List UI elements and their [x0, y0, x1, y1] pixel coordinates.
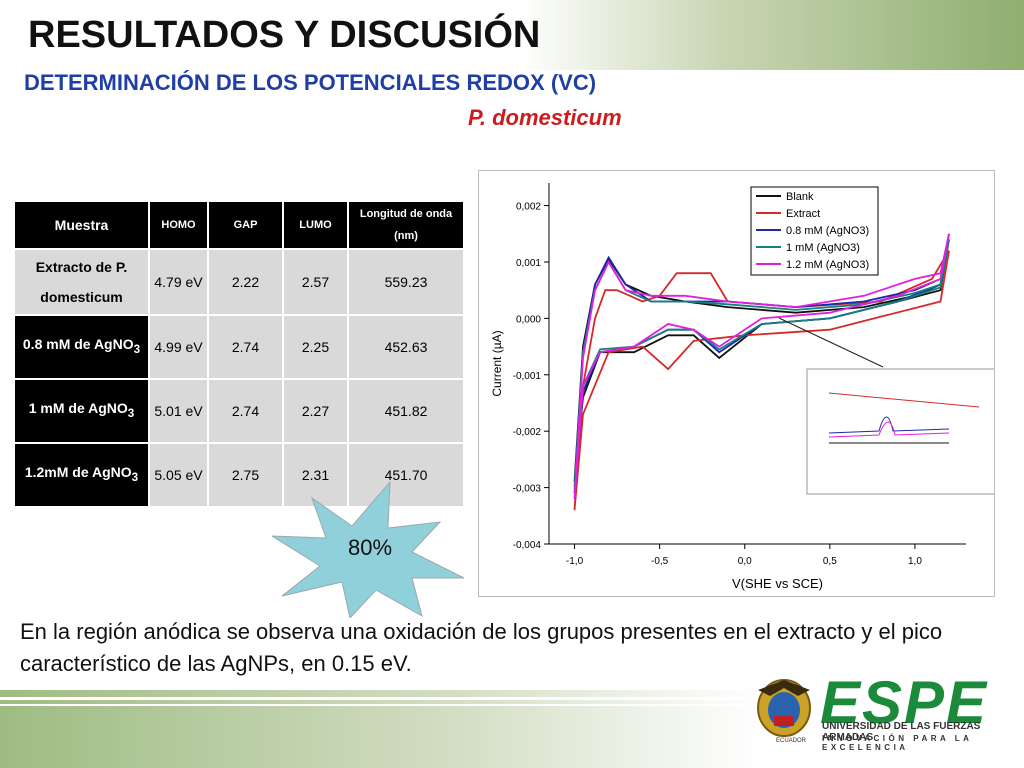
value-cell: 559.23: [347, 248, 465, 316]
value-cell: 451.82: [347, 378, 465, 444]
header-cell: Longitud de onda (nm): [347, 200, 465, 250]
value-cell: 2.22: [207, 248, 284, 316]
x-tick-label: 0,5: [823, 556, 837, 567]
badge: 80%: [272, 480, 465, 618]
inset-curve: [828, 392, 980, 408]
x-axis-label: V(SHE vs SCE): [732, 576, 823, 591]
brand: ESPE: [820, 669, 989, 736]
results-table: Muestra HOMO GAP LUMO Longitud de onda (nm) E…: [13, 200, 465, 508]
legend-label: 1.2 mM (AgNO3): [786, 259, 869, 271]
value-cell: 2.27: [282, 378, 349, 444]
inset-arrow: [778, 317, 884, 368]
legend-label: 0.8 mM (AgNO3): [786, 225, 869, 237]
value-cell: 451.70: [347, 442, 465, 508]
sample-name: Extracto de P. domesticum: [35, 259, 128, 305]
table-row: 0.8 mM de AgNO3 4.99 eV 2.74 2.25 452.63: [13, 314, 465, 380]
sample-cell: Extracto de P. domesticum: [13, 248, 150, 316]
legend-label: Extract: [786, 208, 820, 220]
subscript: 3: [131, 470, 139, 484]
table-row: 1 mM de AgNO3 5.01 eV 2.74 2.27 451.82: [13, 378, 465, 444]
header-cell: Muestra: [13, 200, 150, 250]
y-tick-label: -0,002: [513, 427, 542, 438]
value-cell: 2.74: [207, 378, 284, 444]
value-cell: 2.74: [207, 314, 284, 380]
subtitle: DETERMINACIÓN DE LOS POTENCIALES REDOX (…: [24, 70, 597, 95]
y-tick-label: -0,003: [513, 484, 542, 495]
chart-frame: 0,002 0,001 0,000 -0,001 -0,002 -0,003 -0,004 -…: [478, 170, 996, 597]
species: P. domesticum: [468, 105, 622, 130]
header-cell: GAP: [207, 200, 284, 250]
university: UNIVERSIDAD DE LAS FUERZAS ARMADAS: [822, 721, 981, 743]
y-axis-label: Current (µA): [490, 330, 504, 396]
header-cell: LUMO: [282, 200, 349, 250]
value-cell: 2.25: [282, 314, 349, 380]
x-tick-label: 0,0: [738, 556, 752, 567]
sample-cell: 0.8 mM de AgNO3: [13, 314, 150, 380]
table-row: 1.2mM de AgNO3 5.05 eV 2.75 2.31 451.70: [13, 442, 465, 508]
value-cell: 452.63: [347, 314, 465, 380]
sample-name: 0.8 mM de AgNO: [22, 336, 134, 353]
header-cell: HOMO: [148, 200, 209, 250]
sample-cell: 1.2mM de AgNO3: [13, 442, 150, 508]
inset-curve: [828, 416, 950, 434]
motto: INNOVACIÓN PARA LA EXCELENCIA: [822, 734, 973, 752]
chart: 0,002 0,001 0,000 -0,001 -0,002 -0,003 -0,004 -…: [490, 183, 996, 591]
inset-curve: [828, 421, 950, 438]
sample-cell: 1 mM de AgNO3: [13, 378, 150, 444]
table-row: Extracto de P. domesticum 4.79 eV 2.22 2.57…: [13, 248, 465, 316]
footer-line: [0, 704, 746, 706]
value-cell: 2.31: [282, 442, 349, 508]
value-cell: 2.57: [282, 248, 349, 316]
sample-name: 1 mM de AgNO: [28, 400, 128, 417]
footer-band: [0, 690, 760, 768]
value-cell: 4.79 eV: [148, 248, 209, 316]
value-cell: 2.75: [207, 442, 284, 508]
y-tick-label: -0,001: [513, 371, 542, 382]
header-band: [520, 0, 1024, 70]
series-line: [573, 233, 950, 499]
value-cell: 4.99 eV: [148, 314, 209, 380]
badge-text: 80%: [348, 535, 392, 560]
body-text: En la región anódica se observa una oxid…: [20, 619, 943, 676]
y-tick-label: 0,000: [516, 314, 541, 325]
y-tick-label: 0,001: [516, 258, 541, 269]
x-tick-label: 1,0: [908, 556, 922, 567]
value-cell: 5.01 eV: [148, 378, 209, 444]
subscript: 3: [133, 342, 141, 356]
table-header-row: Muestra HOMO GAP LUMO Longitud de onda (nm): [13, 200, 465, 250]
series-line: [573, 250, 950, 511]
title: RESULTADOS Y DISCUSIÓN: [28, 14, 541, 56]
sample-name: 1.2mM de AgNO: [24, 464, 132, 481]
inset-box: [806, 368, 996, 495]
country: ECUADOR: [776, 738, 807, 744]
footer-line: [0, 697, 746, 700]
x-tick-label: -0,5: [651, 556, 669, 567]
x-tick-label: -1,0: [566, 556, 584, 567]
y-tick-label: 0,002: [516, 202, 541, 213]
legend-label: 1 mM (AgNO3): [786, 242, 860, 254]
logo-emblem: [757, 679, 811, 737]
subscript: 3: [127, 406, 135, 420]
starburst: [272, 480, 465, 618]
y-tick-label: -0,004: [513, 540, 542, 551]
value-cell: 5.05 eV: [148, 442, 209, 508]
legend-label: Blank: [786, 191, 814, 203]
